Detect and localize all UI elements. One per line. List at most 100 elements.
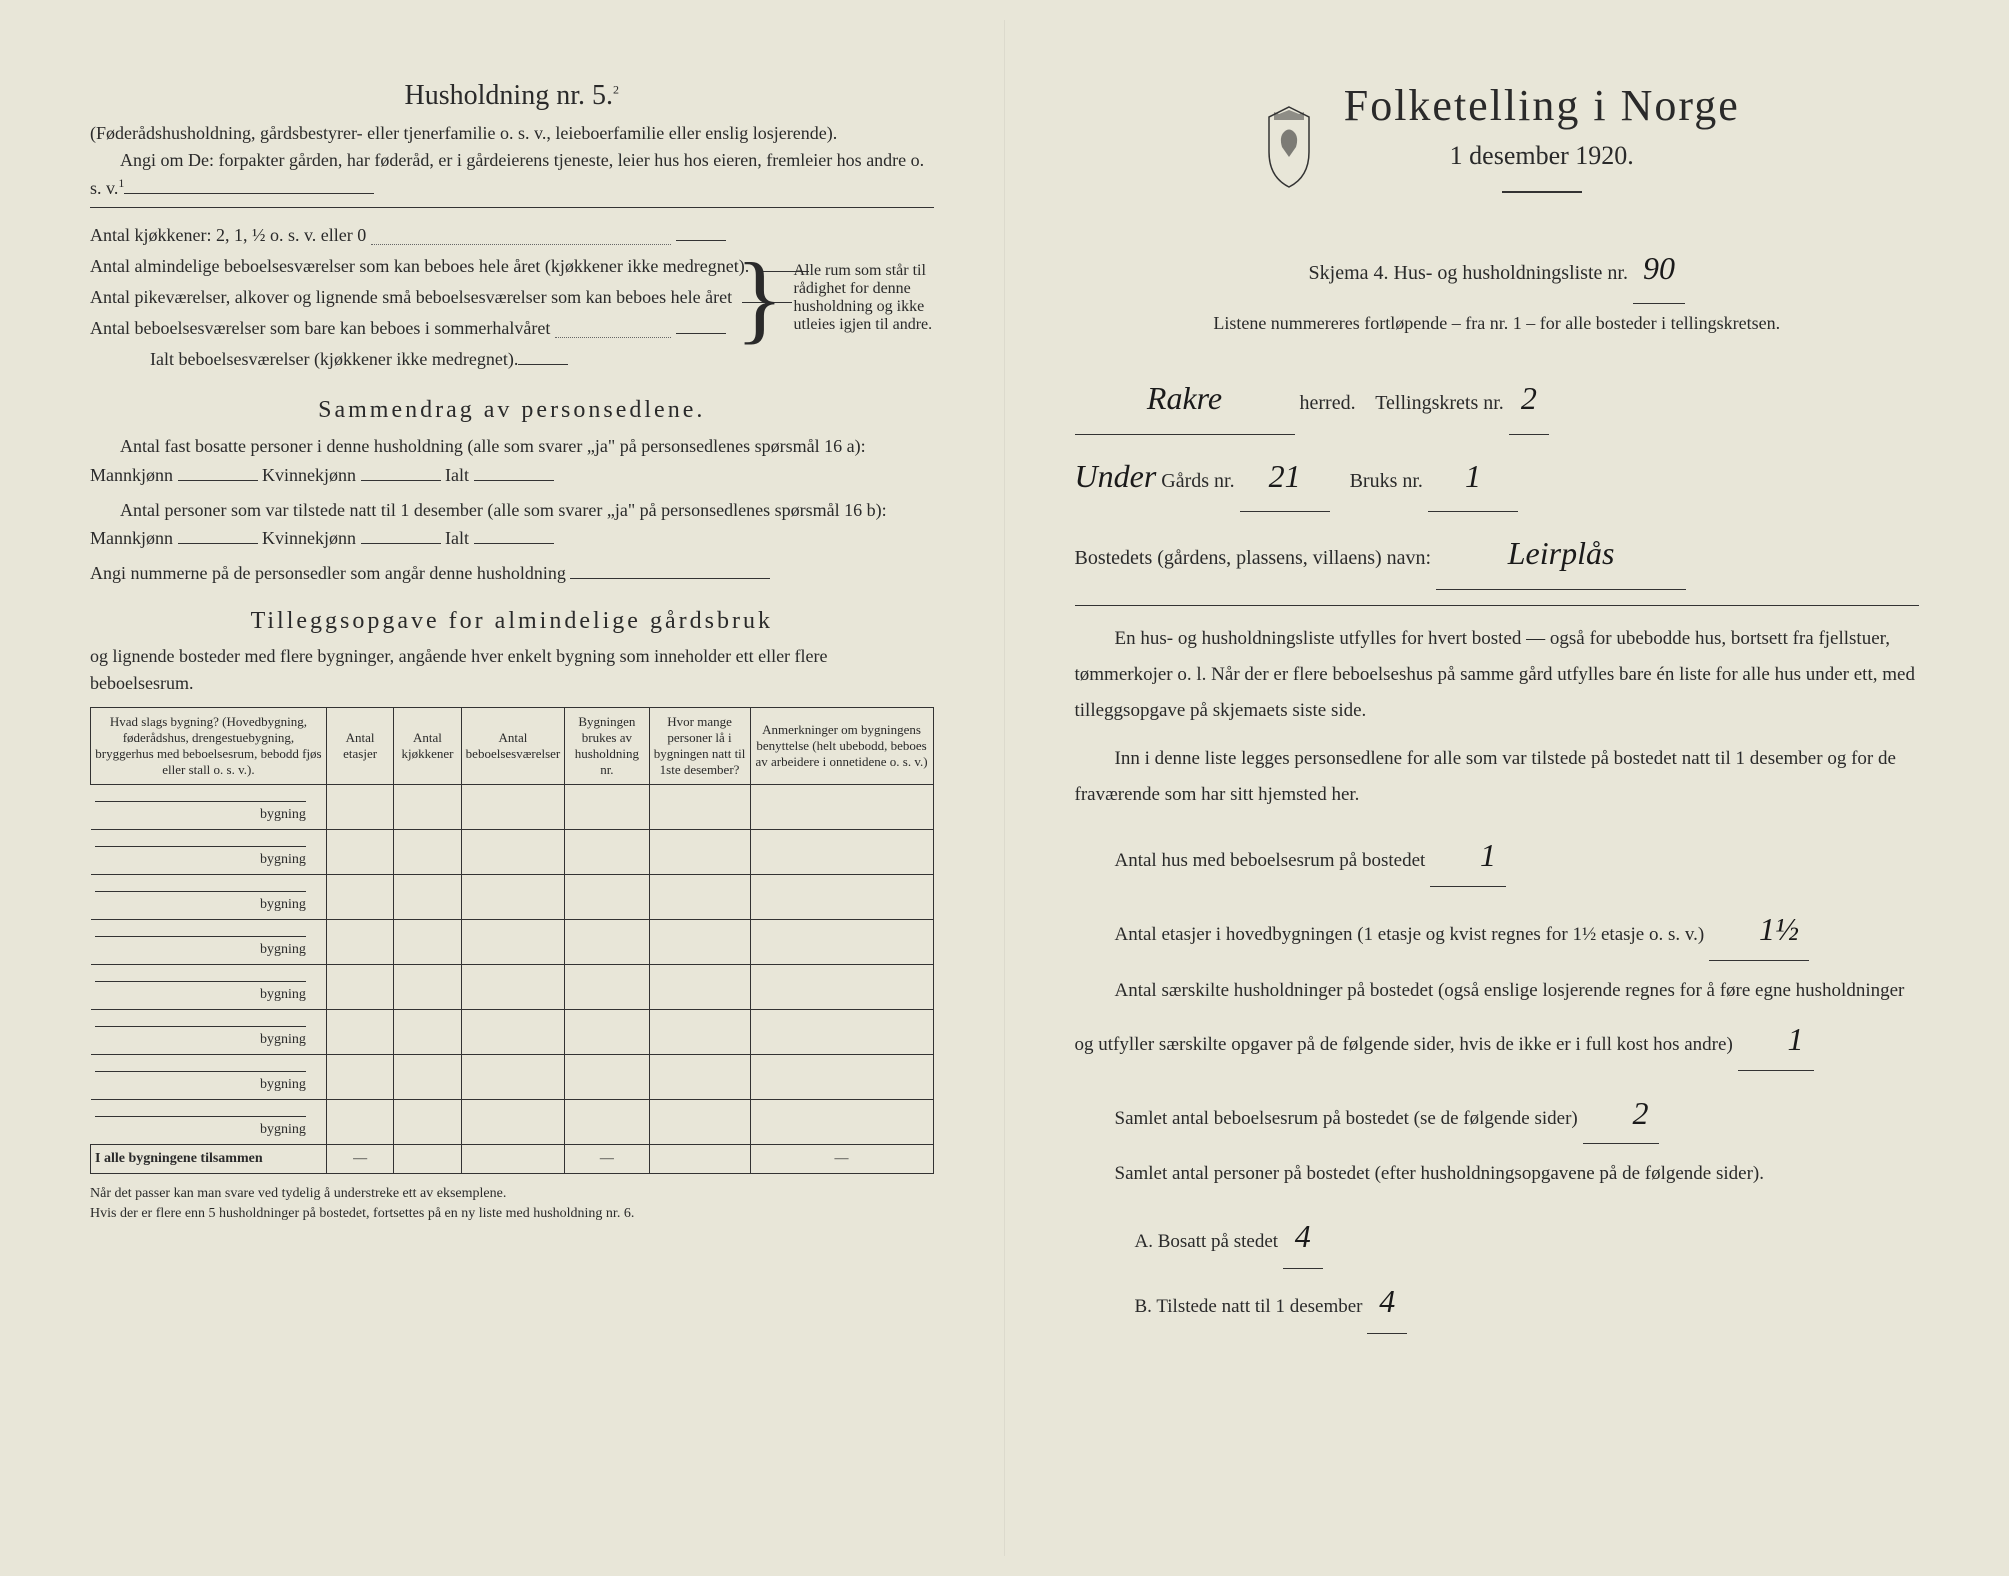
section-divider xyxy=(1075,605,1920,606)
heading-sup: 2 xyxy=(613,83,619,97)
ialt-label1: Ialt xyxy=(445,465,469,485)
bygning-text: bygning xyxy=(260,942,306,957)
crest-svg xyxy=(1254,102,1324,192)
table-row: bygning xyxy=(91,829,934,874)
cell xyxy=(461,1054,565,1099)
cell xyxy=(394,829,461,874)
antal-etasjer-line: Antal etasjer i hovedbygningen (1 etasje… xyxy=(1075,899,1920,961)
cell xyxy=(326,784,393,829)
bostedet-label: Bostedets (gårdens, plassens, villaens) … xyxy=(1075,547,1432,569)
left-page: Husholdning nr. 5.2 (Føderådshusholdning… xyxy=(20,20,1005,1556)
table-row: bygning xyxy=(91,919,934,964)
th-6: Anmerkninger om bygningens benyttelse (h… xyxy=(750,707,933,784)
table-row: bygning xyxy=(91,964,934,1009)
table-row: bygning xyxy=(91,1099,934,1144)
para1: En hus- og husholdningsliste utfylles fo… xyxy=(1075,621,1920,729)
bygning-table: Hvad slags bygning? (Hovedbygning, føder… xyxy=(90,707,934,1174)
rooms-brace-section: Antal kjøkkener: 2, 1, ½ o. s. v. eller … xyxy=(90,218,934,377)
cell xyxy=(394,1054,461,1099)
cell xyxy=(394,874,461,919)
table-total-row: I alle bygningene tilsammen——— xyxy=(91,1144,934,1173)
th-1: Antal etasjer xyxy=(326,707,393,784)
total-label: I alle bygningene tilsammen xyxy=(91,1144,327,1173)
title-divider xyxy=(1502,191,1582,193)
title-block: Folketelling i Norge 1 desember 1920. xyxy=(1075,80,1920,213)
intro2-field xyxy=(124,193,374,194)
room-line-3: Antal beboelsesværelser som bare kan beb… xyxy=(90,315,726,342)
cell xyxy=(394,919,461,964)
bygning-text: bygning xyxy=(260,1122,306,1137)
table-row: bygning xyxy=(91,1054,934,1099)
bostedet-value: Leirplås xyxy=(1436,518,1686,589)
cell xyxy=(750,874,933,919)
cell-label: bygning xyxy=(91,1009,327,1054)
skjema-line: Skjema 4. Hus- og husholdningsliste nr. … xyxy=(1075,233,1920,304)
tellingskrets-value: 2 xyxy=(1509,363,1549,434)
main-title: Folketelling i Norge xyxy=(1344,80,1740,131)
cell: — xyxy=(565,1144,649,1173)
cell xyxy=(649,919,750,964)
bygning-text: bygning xyxy=(260,987,306,1002)
table-row: bygning xyxy=(91,784,934,829)
cell xyxy=(326,1054,393,1099)
gards-value: 21 xyxy=(1240,441,1330,512)
cell xyxy=(565,829,649,874)
cell xyxy=(326,964,393,1009)
listene-note: Listene nummereres fortløpende – fra nr.… xyxy=(1075,310,1920,337)
summary1-text: Antal fast bosatte personer i denne hush… xyxy=(90,436,866,485)
a-label: A. Bosatt på stedet xyxy=(1135,1231,1279,1252)
brace-glyph: } xyxy=(736,283,784,313)
cell xyxy=(461,1099,565,1144)
cell xyxy=(461,964,565,1009)
dots xyxy=(555,337,670,338)
antal-sarskilte-line: Antal særskilte husholdninger på bostede… xyxy=(1075,973,1920,1071)
b-line: B. Tilstede natt til 1 desember 4 xyxy=(1135,1269,1920,1334)
samlet-personer-line: Samlet antal personer på bostedet (efter… xyxy=(1075,1156,1920,1192)
bygning-text: bygning xyxy=(260,1077,306,1092)
cell-label: bygning xyxy=(91,1099,327,1144)
samlet-beboelsesrum-label: Samlet antal beboelsesrum på bostedet (s… xyxy=(1115,1108,1578,1129)
row-line xyxy=(95,891,306,892)
cell-label: bygning xyxy=(91,829,327,874)
row-line xyxy=(95,801,306,802)
cell xyxy=(750,964,933,1009)
cell xyxy=(565,784,649,829)
bygning-text: bygning xyxy=(260,1032,306,1047)
cell xyxy=(750,1009,933,1054)
kitchen-label: Antal kjøkkener: 2, 1, ½ o. s. v. eller … xyxy=(90,222,366,249)
cell xyxy=(565,1054,649,1099)
gards-label: Gårds nr. xyxy=(1161,470,1234,492)
sub-title: 1 desember 1920. xyxy=(1344,141,1740,171)
cell xyxy=(750,829,933,874)
cell xyxy=(461,919,565,964)
cell xyxy=(750,1099,933,1144)
tellingskrets-label: Tellingskrets nr. xyxy=(1375,392,1504,414)
cell xyxy=(394,964,461,1009)
cell xyxy=(649,1144,750,1173)
intro2-text: Angi om De: forpakter gården, har føderå… xyxy=(90,150,924,198)
summary-line-2: Antal personer som var tilstede natt til… xyxy=(90,496,934,554)
intro-parenthetical: (Føderådshusholdning, gårdsbestyrer- ell… xyxy=(90,120,934,147)
bruks-label: Bruks nr. xyxy=(1350,470,1423,492)
bygning-text: bygning xyxy=(260,897,306,912)
coat-of-arms-icon xyxy=(1254,102,1324,192)
row-line xyxy=(95,936,306,937)
tillegg-heading: Tilleggsopgave for almindelige gårdsbruk xyxy=(90,608,934,635)
title-text-block: Folketelling i Norge 1 desember 1920. xyxy=(1344,80,1740,213)
para2: Inn i denne liste legges personsedlene f… xyxy=(1075,741,1920,813)
room1-label: Antal almindelige beboelsesværelser som … xyxy=(90,253,749,280)
ialt-field2 xyxy=(474,543,554,544)
a-value: 4 xyxy=(1283,1204,1323,1269)
gards-line: Under Gårds nr. 21 Bruks nr. 1 xyxy=(1075,441,1920,512)
rooms-list: Antal kjøkkener: 2, 1, ½ o. s. v. eller … xyxy=(90,218,726,377)
antal-sarskilte-value: 1 xyxy=(1738,1009,1814,1071)
cell xyxy=(750,1054,933,1099)
th-3: Antal beboelsesværelser xyxy=(461,707,565,784)
cell xyxy=(750,919,933,964)
row-line xyxy=(95,981,306,982)
cell-label: bygning xyxy=(91,964,327,1009)
antal-etasjer-value: 1½ xyxy=(1709,899,1809,961)
cell-label: bygning xyxy=(91,784,327,829)
intro-underline xyxy=(90,207,934,208)
kvinne-label2: Kvinnekjønn xyxy=(262,528,356,548)
